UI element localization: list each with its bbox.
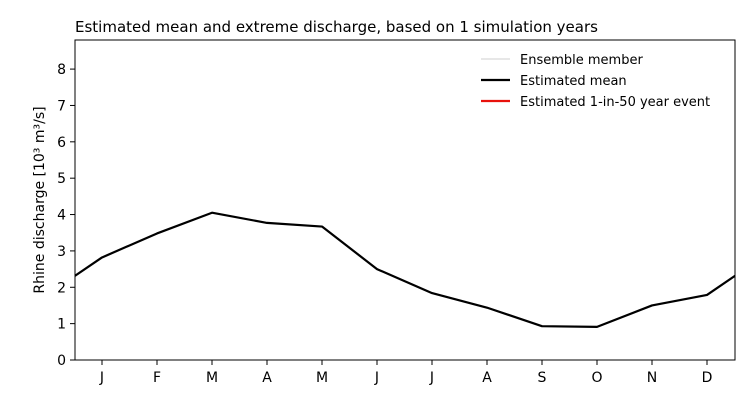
y-tick-label: 7 [57, 98, 66, 114]
y-tick-label: 6 [57, 135, 66, 151]
y-tick-label: 3 [57, 244, 66, 260]
x-tick-label: D [702, 370, 713, 386]
axes-frame [74, 39, 736, 361]
legend-label: Ensemble member [520, 53, 643, 68]
x-tick-label: A [482, 370, 492, 386]
x-tick-label: N [647, 370, 657, 386]
x-tick-label: J [374, 370, 379, 386]
plot-area: 0 1 2 3 4 5 6 7 8 J F M A M J J A S O N D Ensemble member Esti… [57, 39, 736, 386]
x-tick-label: J [99, 370, 104, 386]
chart-title: Estimated mean and extreme discharge, ba… [75, 18, 598, 36]
y-tick-label: 2 [57, 280, 66, 296]
x-tick-label: M [316, 370, 328, 386]
y-tick-label: 4 [57, 208, 66, 224]
y-tick-label: 8 [57, 62, 66, 78]
x-tick-label: M [206, 370, 218, 386]
x-tick-label: J [429, 370, 434, 386]
x-tick-label: S [538, 370, 547, 386]
legend-label: Estimated 1-in-50 year event [520, 95, 710, 110]
x-tick-label: F [153, 370, 161, 386]
y-axis-label: Rhine discharge [10³ m³/s] [32, 106, 48, 293]
x-tick-label: O [591, 370, 602, 386]
x-tick-label: A [262, 370, 272, 386]
y-tick-label: 5 [57, 171, 66, 187]
series-line-estimated-mean [75, 211, 735, 329]
y-tick-label: 0 [57, 353, 66, 369]
legend: Ensemble member Estimated mean Estimated 1… [481, 53, 710, 110]
legend-label: Estimated mean [520, 74, 627, 89]
y-tick-label: 1 [57, 317, 66, 333]
